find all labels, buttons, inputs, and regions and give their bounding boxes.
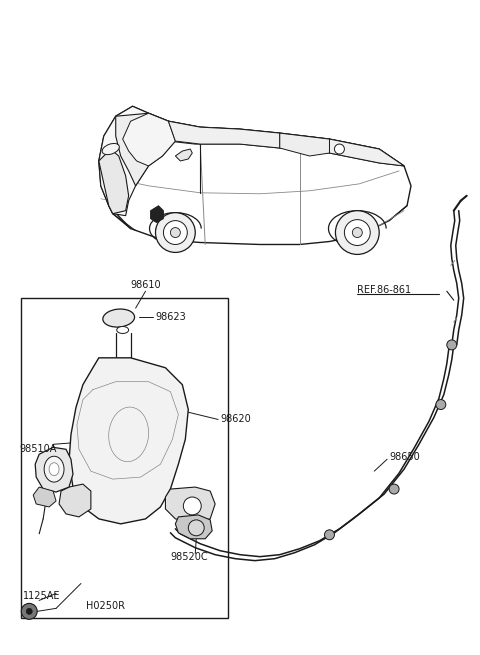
Ellipse shape <box>44 457 64 482</box>
Ellipse shape <box>49 462 59 476</box>
Polygon shape <box>116 113 160 186</box>
Polygon shape <box>148 113 404 166</box>
Ellipse shape <box>102 143 120 155</box>
Polygon shape <box>175 515 212 539</box>
Polygon shape <box>99 106 411 244</box>
Polygon shape <box>33 487 56 507</box>
Text: 98623: 98623 <box>156 312 186 322</box>
Polygon shape <box>151 206 164 223</box>
Polygon shape <box>35 447 73 492</box>
Circle shape <box>447 340 457 350</box>
Circle shape <box>335 144 344 154</box>
Polygon shape <box>166 487 215 523</box>
Circle shape <box>352 227 362 238</box>
Polygon shape <box>123 113 175 166</box>
Text: 98510A: 98510A <box>19 444 57 455</box>
Circle shape <box>156 213 195 252</box>
Polygon shape <box>280 133 329 156</box>
Ellipse shape <box>117 326 129 333</box>
Circle shape <box>344 219 370 246</box>
Polygon shape <box>99 149 129 214</box>
Polygon shape <box>59 484 91 517</box>
Circle shape <box>170 227 180 238</box>
Text: REF.86-861: REF.86-861 <box>357 285 411 295</box>
Ellipse shape <box>103 309 134 327</box>
Circle shape <box>188 520 204 536</box>
Circle shape <box>21 603 37 619</box>
Circle shape <box>336 211 379 254</box>
Text: 98520C: 98520C <box>170 552 208 562</box>
Text: H0250R: H0250R <box>86 601 125 611</box>
Text: 1125AE: 1125AE <box>23 591 61 601</box>
Text: 98650: 98650 <box>389 452 420 462</box>
Bar <box>21 298 228 618</box>
Circle shape <box>324 530 335 540</box>
Circle shape <box>389 484 399 494</box>
Polygon shape <box>329 139 404 166</box>
Polygon shape <box>99 106 175 215</box>
Text: 98610: 98610 <box>130 280 161 290</box>
Text: 98620: 98620 <box>220 415 251 424</box>
Circle shape <box>164 221 187 244</box>
Polygon shape <box>69 358 188 524</box>
Polygon shape <box>175 149 192 161</box>
Circle shape <box>26 608 32 614</box>
Circle shape <box>183 497 201 515</box>
Circle shape <box>436 400 446 409</box>
Polygon shape <box>168 121 280 148</box>
